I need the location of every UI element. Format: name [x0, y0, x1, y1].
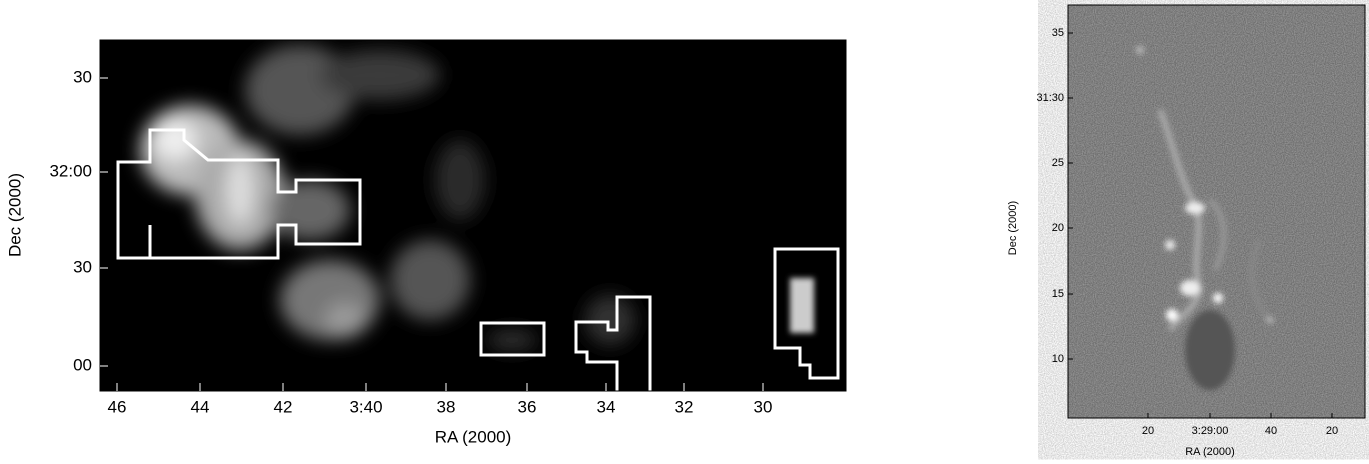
contour: [773, 247, 840, 380]
y-tick-label: 00: [73, 355, 92, 374]
contour: [116, 128, 362, 260]
y-tick-label: 31:30: [1036, 92, 1064, 104]
right-panel: 20 3:29:00 40 20 35 31:30 25 20 15 10 RA (2000) Dec…: [1007, 4, 1366, 458]
y-tick-label: 15: [1052, 288, 1064, 300]
y-tick-label: 25: [1052, 157, 1064, 169]
x-tick-label: 20: [1142, 425, 1154, 437]
y-tick-label: 35: [1052, 27, 1064, 39]
x-tick-label: 3:40: [349, 397, 382, 416]
x-tick-label: 46: [108, 397, 127, 416]
y-tick-label: 30: [73, 257, 92, 276]
frame: [1067, 4, 1366, 419]
x-tick-label: 38: [437, 397, 456, 416]
x-tick-label: 32: [675, 397, 694, 416]
y-tick-label: 10: [1052, 353, 1064, 365]
compact-source: [790, 278, 814, 333]
x-tick-label: 44: [191, 397, 210, 416]
x-tick-label: 40: [1265, 425, 1277, 437]
contours: [116, 128, 840, 391]
y-axis-label: Dec (2000): [5, 173, 24, 257]
x-tick-label: 30: [754, 397, 773, 416]
x-tick-label: 36: [518, 397, 537, 416]
emission: [1136, 46, 1274, 390]
x-tick-label: 34: [597, 397, 616, 416]
contour: [574, 295, 652, 391]
x-tick-label: 42: [274, 397, 293, 416]
frame: [99, 39, 847, 392]
x-tick-label: 3:29:00: [1192, 425, 1229, 437]
x-tick-label: 20: [1326, 425, 1338, 437]
y-tick-label: 32:00: [49, 161, 92, 180]
x-axis-label: RA (2000): [1185, 446, 1235, 458]
left-panel: 46 44 42 3:40 38 36 34 32 30 30 32:00 30 00 RA (2000)…: [5, 39, 847, 446]
y-axis-label: Dec (2000): [1007, 201, 1019, 255]
contour: [479, 321, 546, 357]
x-axis-label: RA (2000): [435, 427, 512, 446]
y-tick-label: 20: [1052, 222, 1064, 234]
y-tick-label: 30: [73, 67, 92, 86]
